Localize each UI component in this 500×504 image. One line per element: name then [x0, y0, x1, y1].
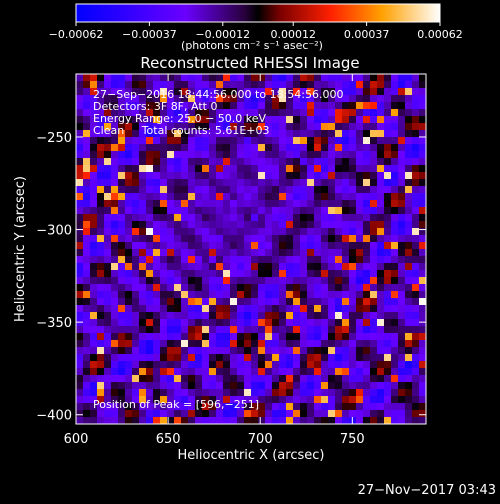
annotation-detectors: Detectors: 3F 8F, Att 0 [93, 100, 217, 113]
annotation-energy-range: Energy Range: 25.0 − 50.0 keV [93, 112, 267, 125]
colorbar-tick-label: 0.00062 [417, 28, 463, 41]
y-tick-label: −400 [36, 409, 72, 424]
y-tick-label: −350 [36, 316, 72, 331]
y-tick-label: −250 [36, 131, 72, 146]
colorbar-ticks: −0.00062 −0.00037 −0.00012 0.00012 0.00037 0.… [49, 22, 463, 41]
colorbar-tick-label: −0.00012 [195, 28, 250, 41]
x-axis-label: Heliocentric X (arcsec) [178, 448, 325, 463]
footer-timestamp: 27−Nov−2017 03:43 [358, 483, 496, 498]
colorbar [75, 3, 441, 23]
plot-frame [75, 73, 427, 425]
x-tick-label: 600 [64, 432, 89, 447]
annotation-clean-counts: Clean Total counts: 5.61E+03 [93, 124, 270, 137]
y-axis-label: Heliocentric Y (arcsec) [13, 176, 28, 322]
colorbar-tick-label: 0.00037 [344, 28, 390, 41]
colorbar-unit-label: (photons cm⁻² s⁻¹ asec⁻²) [181, 39, 323, 52]
chart-title: Reconstructed RHESSI Image [140, 54, 359, 72]
colorbar-tick-label: 0.00012 [270, 28, 316, 41]
colorbar-tick-label: −0.00062 [49, 28, 104, 41]
colorbar-tick-label: −0.00037 [122, 28, 177, 41]
x-tick-label: 750 [340, 432, 365, 447]
annotation-peak-position: Position of Peak = [596,−251] [93, 398, 259, 411]
annotation-time-range: 27−Sep−2016 18:44:56.000 to 18:54:56.000 [93, 88, 343, 101]
x-tick-label: 650 [156, 432, 181, 447]
heatmap [76, 74, 427, 425]
axis-ticks: 600 650 700 750 −250 −300 −350 −400 [36, 74, 426, 447]
x-tick-label: 700 [248, 432, 273, 447]
y-tick-label: −300 [36, 224, 72, 239]
